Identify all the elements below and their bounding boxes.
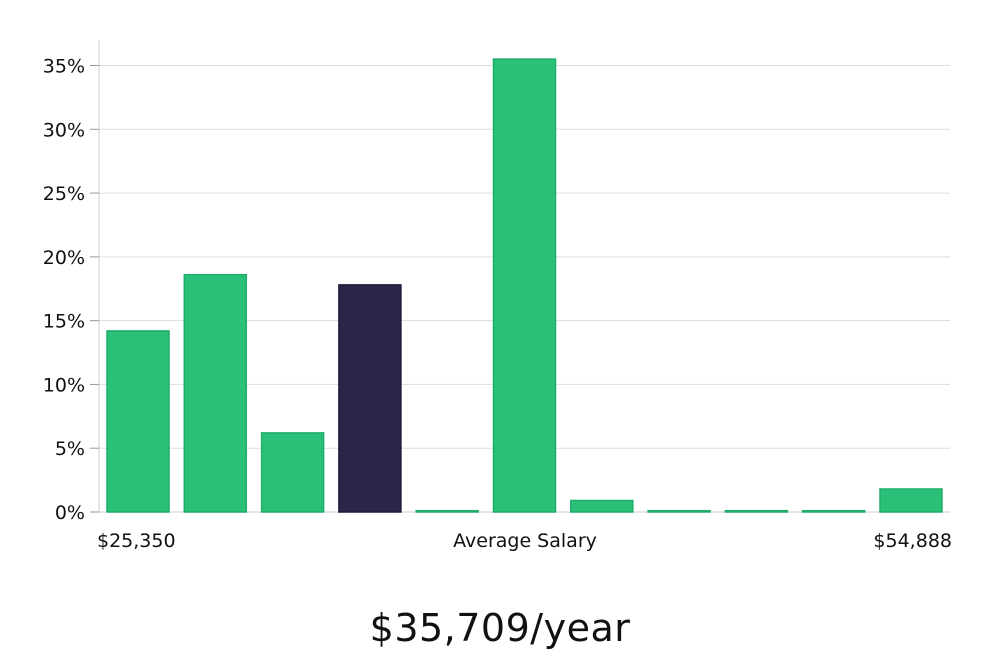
y-tick-label: 30%	[43, 119, 85, 141]
salary-histogram: 0% 5% 10% 15% 20% 25% 30% 35% $25,350 Average S…	[43, 40, 952, 552]
y-tick-label: 5%	[55, 438, 85, 460]
bar	[724, 509, 789, 513]
bar	[260, 432, 325, 513]
y-tick-label: 15%	[43, 311, 85, 333]
y-tick-label: 0%	[55, 502, 85, 524]
bar	[647, 509, 711, 513]
x-label-max: $54,888	[873, 530, 952, 552]
y-tick-label: 25%	[43, 183, 85, 205]
y-tick-label: 20%	[43, 247, 85, 269]
bar	[879, 488, 943, 513]
y-tick-label: 10%	[43, 374, 85, 396]
bar	[183, 273, 248, 513]
bars	[106, 58, 943, 513]
bar-highlighted	[338, 284, 402, 513]
bar	[106, 330, 170, 513]
average-salary-value: $35,709/year	[369, 606, 631, 650]
y-tick-label: 35%	[43, 56, 85, 78]
bar	[492, 58, 557, 513]
bar	[801, 509, 866, 513]
bar	[415, 509, 479, 513]
x-label-average: Average Salary	[453, 530, 597, 552]
bar	[570, 499, 634, 513]
y-axis-ticks: 0% 5% 10% 15% 20% 25% 30% 35%	[43, 56, 99, 524]
x-label-min: $25,350	[97, 530, 176, 552]
